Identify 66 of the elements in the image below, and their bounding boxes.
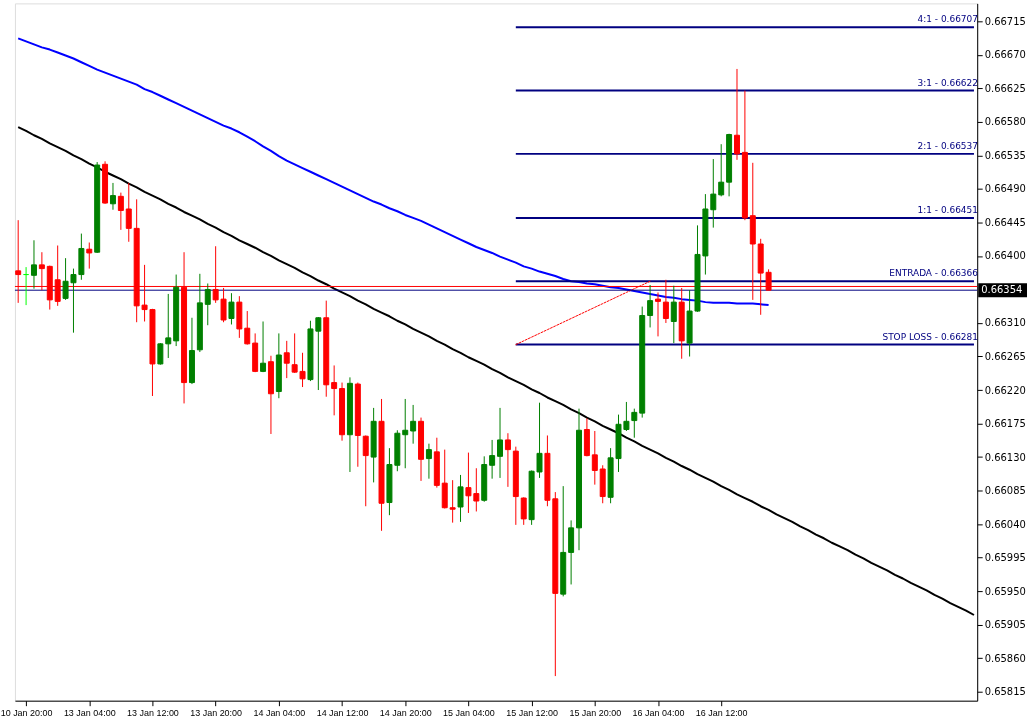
candlestick [504,432,511,488]
y-tick-label: 0.66625 [984,82,1026,94]
ref-line-label: 0.66354 [981,284,1023,296]
series-label: STOP LOSS - 0.66281 [882,331,978,342]
y-tick-label: 0.66670 [984,49,1026,61]
candlestick [109,182,116,211]
candlestick [520,496,527,526]
candlestick [734,68,740,161]
x-tick-label: 14 Jan 12:00 [316,708,369,719]
candlestick [283,340,290,379]
candlestick [402,398,409,469]
candlestick [125,182,132,243]
candlestick [244,310,251,346]
candlestick [718,143,725,197]
candlestick [425,443,432,480]
candlestick [410,404,417,445]
series-label: 3:1 - 0.66622 [917,77,978,88]
x-tick-label: 13 Jan 04:00 [63,708,116,719]
candlestick [647,284,654,328]
candlestick [362,434,369,507]
y-tick-label: 0.66310 [984,317,1026,329]
candlestick [489,439,496,480]
y-tick-label: 0.65950 [984,585,1026,597]
x-tick-label: 10 Jan 20:00 [0,708,53,719]
x-tick-label: 13 Jan 12:00 [127,708,179,719]
y-tick-label: 0.66490 [984,183,1026,195]
candlestick [30,239,37,290]
x-tick-label: 16 Jan 12:00 [695,708,748,719]
candlestick [117,192,124,231]
x-tick-label: 13 Jan 20:00 [190,708,243,719]
series-label: 2:1 - 0.66537 [917,140,978,151]
candlestick [86,242,93,270]
y-tick-label: 0.66535 [984,149,1026,161]
x-tick-label: 16 Jan 04:00 [632,708,685,719]
candlestick [260,320,267,373]
y-tick-label: 0.66130 [984,451,1026,463]
series-label: 1:1 - 0.66451 [917,204,978,215]
candlestick [204,283,211,326]
y-tick-label: 0.65860 [984,652,1026,664]
x-tick-label: 14 Jan 20:00 [379,708,432,719]
y-tick-label: 0.66265 [984,350,1026,362]
candlestick [631,408,638,439]
y-tick-label: 0.66445 [984,216,1026,228]
y-tick-label: 0.66085 [984,485,1026,497]
series-label: 4:1 - 0.66707 [917,14,978,25]
x-tick-label: 15 Jan 20:00 [569,708,622,719]
y-tick-label: 0.66400 [984,250,1026,262]
y-tick-label: 0.66175 [984,418,1026,430]
candlestick [497,407,504,479]
candlestick [331,364,338,416]
candlestick [655,291,661,337]
candlestick [228,292,235,325]
candlestick [591,430,598,486]
x-tick-label: 14 Jan 04:00 [253,708,306,719]
y-tick-label: 0.65905 [984,619,1026,631]
y-tick-label: 0.65815 [984,686,1026,698]
line-series [17,37,770,307]
candlestick [670,285,677,344]
x-tick-label: 15 Jan 12:00 [506,708,559,719]
y-tick-label: 0.66040 [984,518,1026,530]
candlestick [457,474,464,523]
y-tick-label: 0.66220 [984,384,1026,396]
y-tick-label: 0.65995 [984,552,1026,564]
y-tick-label: 0.66715 [984,15,1026,27]
y-tick-label: 0.66580 [984,116,1026,128]
x-tick-label: 15 Jan 04:00 [443,708,495,719]
